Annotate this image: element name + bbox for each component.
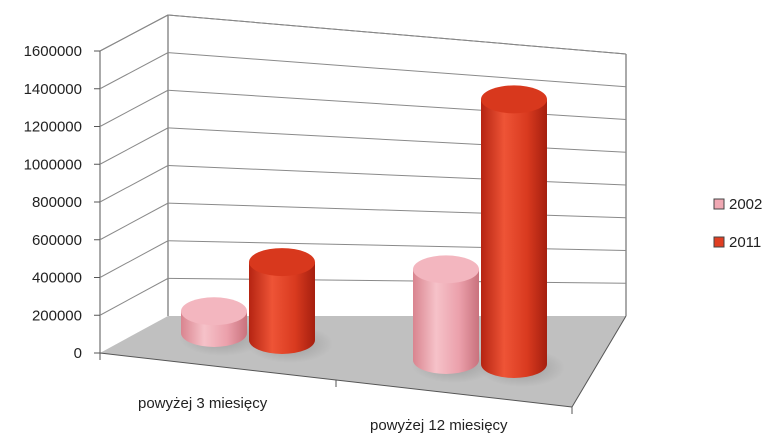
- gridline: [167, 127, 627, 153]
- y-tick-label: 600000: [32, 232, 82, 249]
- bar-body: [249, 262, 315, 354]
- bar-top: [413, 255, 479, 284]
- gridline: [167, 240, 627, 251]
- bar-body: [413, 269, 479, 374]
- gridline-side: [99, 240, 169, 278]
- bar-2002-0: [179, 297, 265, 356]
- gridline: [167, 52, 627, 88]
- gridline: [167, 202, 627, 219]
- gridline: [167, 89, 627, 120]
- y-tick-label: 200000: [32, 307, 82, 324]
- y-tick-label: 400000: [32, 270, 82, 287]
- y-tick-label: 1400000: [24, 81, 82, 98]
- gridline-side: [99, 14, 169, 52]
- gridline: [167, 165, 627, 186]
- bar-2011-0: [247, 248, 333, 363]
- y-axis-ticks: 0 200000 400000 600000 800000 1000000 1200000 1…: [24, 43, 100, 362]
- legend-swatch-2002: [713, 198, 725, 210]
- bar-body: [481, 99, 547, 378]
- legend-label-2011: 2011: [729, 234, 761, 251]
- legend-label-2002: 2002: [729, 196, 762, 213]
- category-label-1: powyżej 12 miesięcy: [370, 417, 508, 434]
- bar-top: [249, 248, 315, 277]
- bar-2011-1: [479, 85, 565, 387]
- gridline-side: [99, 127, 169, 165]
- bar-top: [181, 297, 247, 326]
- gridline-side: [99, 89, 169, 127]
- y-tick-label: 1600000: [24, 43, 82, 60]
- gridline: [167, 14, 627, 55]
- y-tick-label: 1000000: [24, 156, 82, 173]
- bar-top: [481, 85, 547, 114]
- gridline: [167, 277, 627, 284]
- x-axis-ticks: [99, 353, 573, 414]
- legend: 2002 2011: [713, 196, 762, 251]
- legend-swatch-2011: [713, 236, 725, 248]
- y-tick-label: 800000: [32, 194, 82, 211]
- bars: [179, 85, 565, 387]
- y-tick-label: 1200000: [24, 119, 82, 136]
- bar-2002-1: [411, 255, 497, 383]
- y-tick-label: 0: [74, 345, 82, 362]
- category-label-0: powyżej 3 miesięcy: [138, 395, 268, 412]
- gridline-side: [99, 277, 169, 316]
- gridline-side: [99, 52, 169, 90]
- gridline-side: [99, 165, 169, 203]
- gridline-side: [99, 202, 169, 241]
- gridlines: [99, 14, 627, 316]
